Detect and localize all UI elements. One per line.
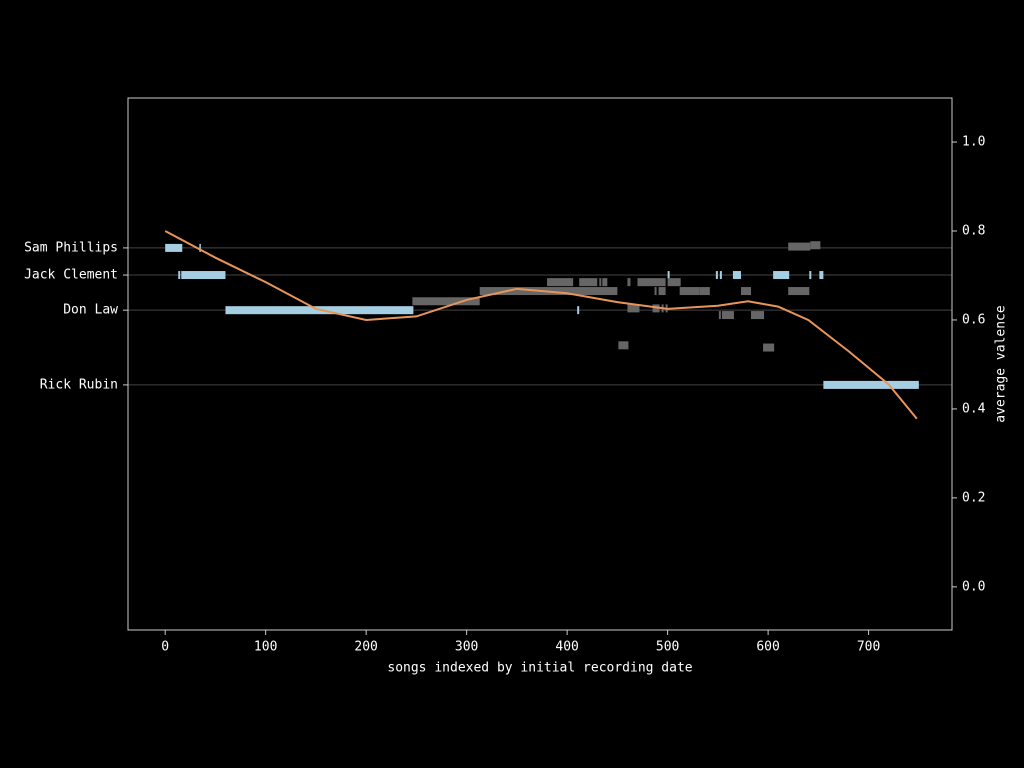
bar	[652, 304, 660, 313]
producer-label: Don Law	[63, 303, 118, 318]
y-tick-label: 0.0	[962, 579, 985, 594]
y-tick-label: 1.0	[962, 135, 985, 150]
producer-label: Sam Phillips	[24, 240, 118, 255]
bar	[718, 311, 721, 320]
bar	[181, 271, 226, 280]
bar	[809, 271, 812, 280]
bar	[178, 271, 181, 280]
y-axis-label: average valence	[994, 305, 1009, 423]
bar	[654, 287, 657, 296]
x-axis-label: songs indexed by initial recording date	[387, 661, 692, 676]
producer-label: Rick Rubin	[40, 377, 118, 392]
y-tick-label: 0.8	[962, 224, 985, 239]
x-tick-label: 700	[857, 640, 880, 655]
bar	[547, 278, 574, 287]
bar	[618, 341, 629, 350]
bar	[637, 278, 666, 287]
bar	[602, 278, 608, 287]
x-tick-label: 500	[656, 640, 679, 655]
x-tick-label: 0	[161, 640, 169, 655]
bar	[579, 278, 598, 287]
bar	[667, 278, 681, 287]
x-tick-label: 100	[254, 640, 277, 655]
bar	[199, 243, 201, 252]
bar	[788, 242, 811, 251]
bar	[719, 271, 722, 280]
y-tick-label: 0.2	[962, 490, 985, 505]
bar	[577, 306, 580, 315]
bar	[412, 297, 480, 306]
bar	[627, 278, 631, 287]
bar	[627, 304, 640, 313]
bar	[732, 271, 741, 280]
bar	[788, 287, 810, 296]
x-tick-label: 600	[756, 640, 779, 655]
bar	[721, 311, 734, 320]
bar	[773, 271, 790, 280]
bar	[165, 243, 183, 252]
bar	[715, 271, 718, 280]
x-tick-label: 400	[555, 640, 578, 655]
producer-label: Jack Clement	[24, 268, 118, 283]
bar	[599, 278, 602, 287]
x-tick-label: 200	[354, 640, 377, 655]
bar	[667, 271, 670, 280]
bar	[751, 311, 765, 320]
bar	[699, 287, 710, 296]
bar	[679, 287, 700, 296]
x-tick-label: 300	[455, 640, 478, 655]
plot-frame	[127, 97, 953, 631]
bar	[819, 271, 824, 280]
trend-line	[164, 230, 918, 420]
bar	[658, 287, 666, 296]
y-tick-label: 0.6	[962, 312, 985, 327]
bar	[823, 380, 919, 389]
bar	[740, 287, 752, 296]
bar	[763, 343, 775, 352]
bar	[810, 241, 821, 250]
y-tick-label: 0.4	[962, 401, 986, 416]
